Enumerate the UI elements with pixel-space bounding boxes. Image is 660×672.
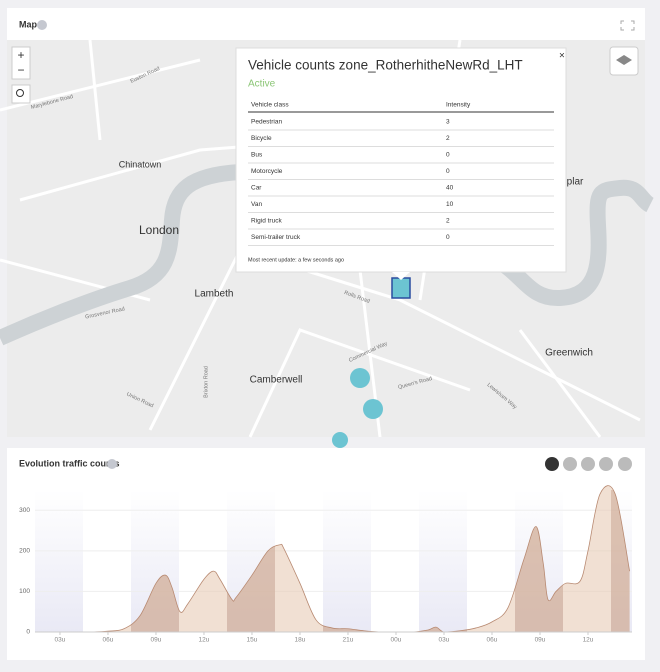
x-tick-label: 00u: [391, 637, 402, 644]
y-tick-label: 0: [26, 629, 30, 636]
x-tick-label: 09u: [535, 637, 546, 644]
table-cell: 0: [446, 152, 450, 159]
sensor-marker[interactable]: [350, 368, 370, 388]
popup: Vehicle counts zone_RotherhitheNewRd_LHT…: [236, 48, 566, 280]
x-tick-label: 03u: [439, 637, 450, 644]
night-band: [323, 490, 371, 632]
y-tick-label: 200: [19, 548, 30, 555]
table-cell: Semi-trailer truck: [251, 234, 301, 241]
selected-marker[interactable]: [392, 278, 410, 298]
filter-truck[interactable]: [618, 457, 632, 471]
table-cell: Bus: [251, 152, 263, 159]
table-cell: 0: [446, 234, 450, 241]
x-tick-label: 09u: [151, 637, 162, 644]
x-tick-label: 15u: [247, 637, 258, 644]
x-tick-label: 12u: [199, 637, 210, 644]
x-tick-label: 06u: [487, 637, 498, 644]
filter-pedestrian[interactable]: [545, 457, 559, 471]
table-cell: 2: [446, 218, 450, 225]
y-tick-label: 100: [19, 588, 30, 595]
x-tick-label: 03u: [55, 637, 66, 644]
filter-bus[interactable]: [581, 457, 595, 471]
table-cell: Pedestrian: [251, 119, 282, 126]
filter-bicycle[interactable]: [563, 457, 577, 471]
x-tick-label: 12u: [583, 637, 594, 644]
popup-status: Active: [248, 79, 276, 90]
table-cell: Motorcycle: [251, 168, 283, 175]
popup-close[interactable]: ×: [559, 51, 565, 62]
place-label: Camberwell: [250, 375, 303, 386]
sensor-marker[interactable]: [363, 399, 383, 419]
sensor-marker[interactable]: [332, 432, 348, 448]
x-tick-label: 18u: [295, 637, 306, 644]
table-cell: 0: [446, 168, 450, 175]
popup-title: Vehicle counts zone_RotherhitheNewRd_LHT: [248, 58, 523, 73]
place-label: Chinatown: [119, 159, 162, 169]
place-label: plar: [567, 177, 584, 188]
place-label: Greenwich: [545, 348, 593, 359]
x-tick-label: 21u: [343, 637, 354, 644]
x-tick-label: 06u: [103, 637, 114, 644]
table-cell: Bicycle: [251, 135, 272, 142]
filter-car[interactable]: [599, 457, 613, 471]
info-icon[interactable]: [37, 20, 47, 30]
info-icon[interactable]: [107, 459, 117, 469]
place-label: Lambeth: [195, 289, 234, 300]
table-cell: 3: [446, 119, 450, 126]
night-band: [35, 490, 83, 632]
night-band: [419, 490, 467, 632]
table-cell: Rigid truck: [251, 218, 282, 225]
table-cell: 10: [446, 201, 454, 208]
road-label: Brixton Road: [203, 366, 209, 398]
y-tick-label: 300: [19, 507, 30, 514]
table-cell: Car: [251, 185, 262, 192]
zoom-out[interactable]: −: [17, 63, 24, 77]
search-button[interactable]: [12, 85, 30, 103]
place-label: London: [139, 223, 179, 237]
table-cell: 40: [446, 185, 454, 192]
table-header: Intensity: [446, 102, 471, 109]
map-title: Map: [19, 19, 38, 29]
chart-title: Evolution traffic counts: [19, 458, 120, 468]
table-cell: 2: [446, 135, 450, 142]
zoom-in[interactable]: +: [17, 48, 24, 62]
table-cell: Van: [251, 201, 262, 208]
table-header: Vehicle class: [251, 102, 289, 109]
popup-footer: Most recent update: a few seconds ago: [248, 257, 344, 263]
